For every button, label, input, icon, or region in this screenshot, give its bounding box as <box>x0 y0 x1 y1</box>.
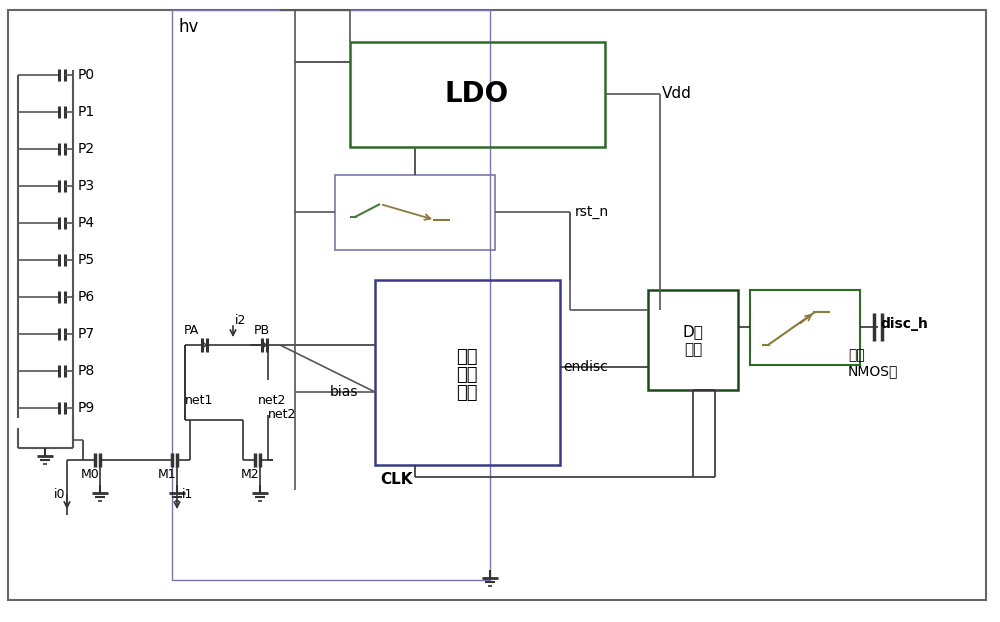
Text: P8: P8 <box>78 364 95 378</box>
Bar <box>335 175 495 250</box>
Text: 发器: 发器 <box>684 343 702 358</box>
Text: disc_h: disc_h <box>880 317 928 331</box>
Text: M0: M0 <box>81 468 99 481</box>
Text: P7: P7 <box>78 327 95 341</box>
Text: rst_n: rst_n <box>575 205 609 219</box>
Bar <box>172 10 490 580</box>
Text: P2: P2 <box>78 142 95 156</box>
Text: net2: net2 <box>258 394 286 407</box>
Bar <box>375 280 560 465</box>
Text: endisc: endisc <box>563 360 608 374</box>
Text: P1: P1 <box>78 105 95 119</box>
Text: 数字: 数字 <box>456 348 478 366</box>
Bar <box>350 42 605 147</box>
Bar <box>750 290 860 365</box>
Text: bias: bias <box>330 385 358 399</box>
Text: i1: i1 <box>182 488 193 501</box>
Text: 控制: 控制 <box>456 366 478 384</box>
Text: 泄电: 泄电 <box>848 348 865 362</box>
Text: M1: M1 <box>158 468 176 481</box>
Text: CLK: CLK <box>380 471 413 486</box>
Text: net1: net1 <box>185 394 213 407</box>
Text: Vdd: Vdd <box>662 86 692 101</box>
Text: hv: hv <box>178 18 198 36</box>
Text: LDO: LDO <box>445 80 509 108</box>
Text: P0: P0 <box>78 68 95 82</box>
Text: D触: D触 <box>683 325 703 340</box>
Text: i2: i2 <box>235 313 246 327</box>
Text: P9: P9 <box>78 401 95 415</box>
Text: PA: PA <box>184 325 199 338</box>
Text: PB: PB <box>254 325 270 338</box>
Text: P3: P3 <box>78 179 95 193</box>
Text: P4: P4 <box>78 216 95 230</box>
Text: M2: M2 <box>241 468 259 481</box>
Text: P6: P6 <box>78 290 95 304</box>
Bar <box>648 290 738 390</box>
Text: net2: net2 <box>268 409 296 422</box>
Text: 电路: 电路 <box>456 384 478 402</box>
Text: P5: P5 <box>78 253 95 267</box>
Text: NMOS管: NMOS管 <box>848 364 898 378</box>
Text: i0: i0 <box>54 488 66 501</box>
